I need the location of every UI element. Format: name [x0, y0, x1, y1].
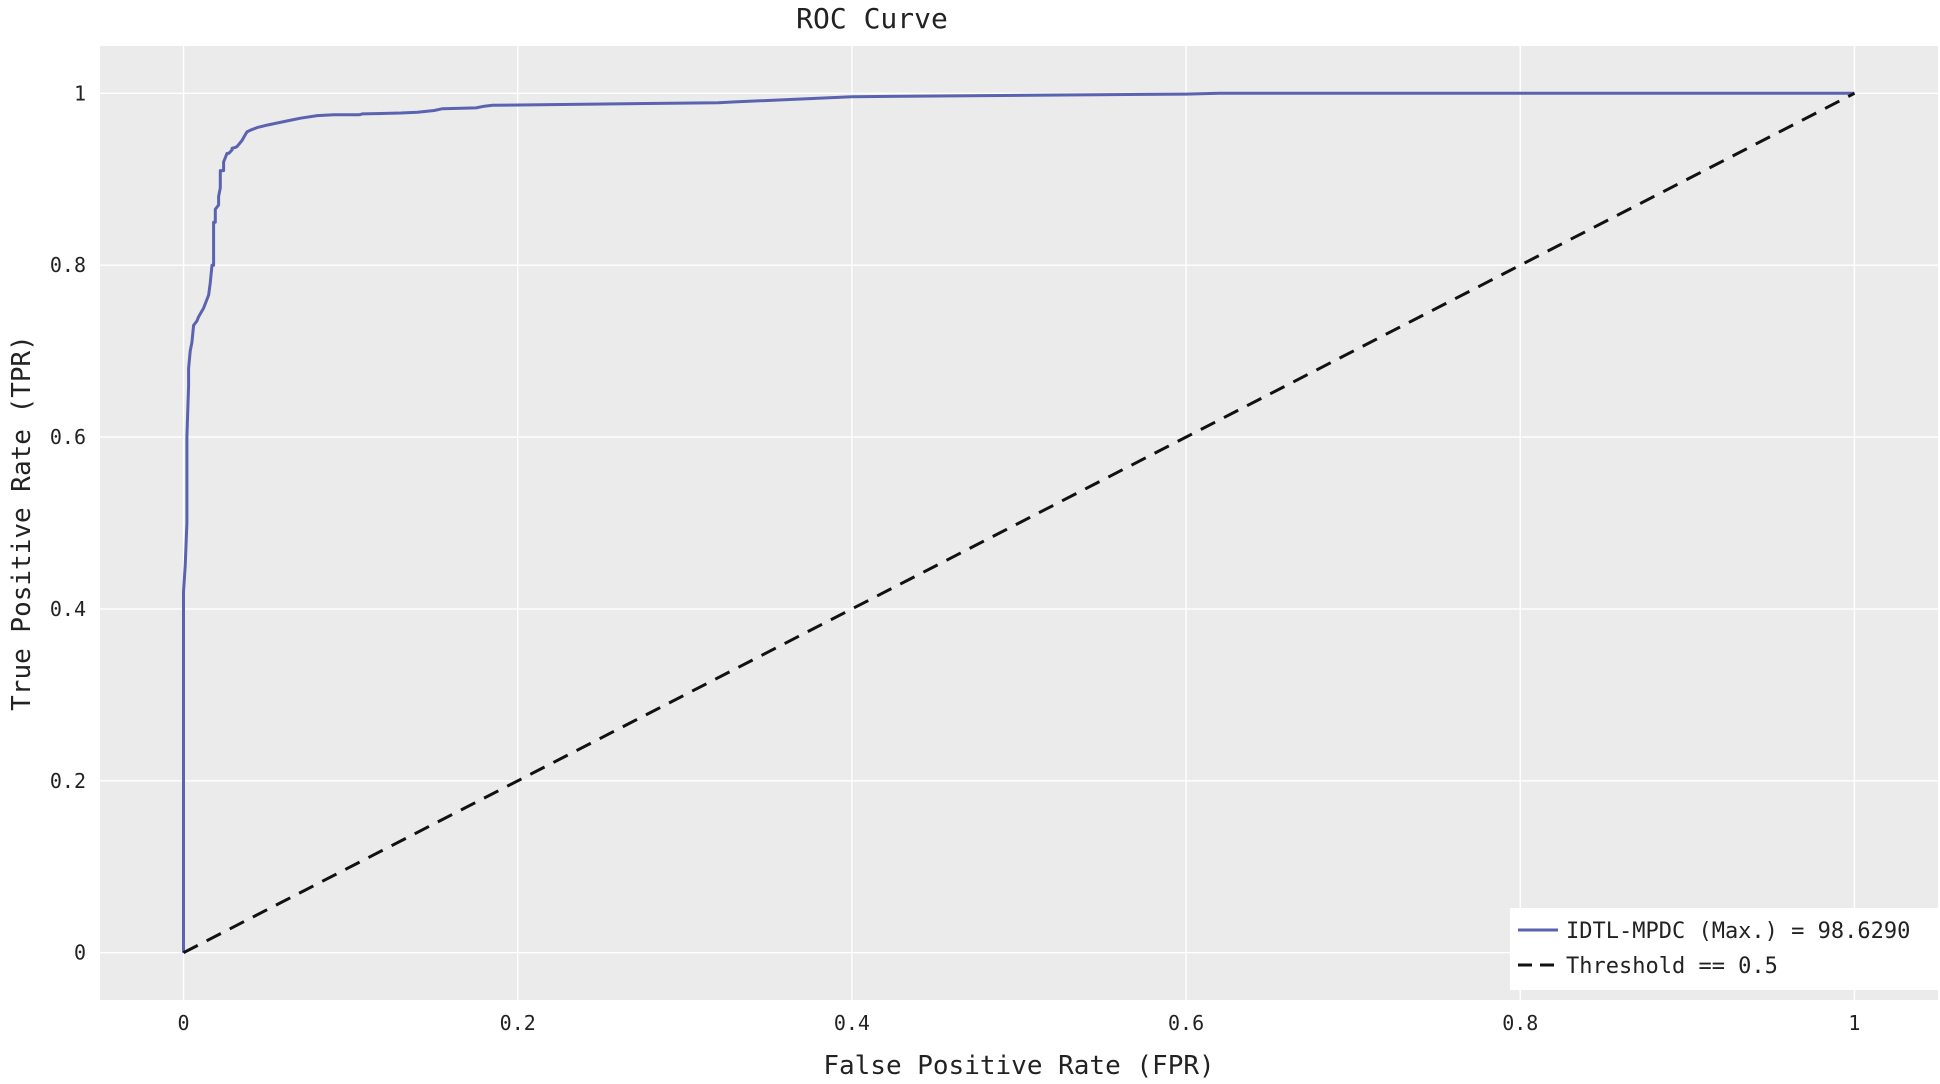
y-tick-label: 0.2 [50, 769, 86, 793]
y-tick-label: 1 [74, 81, 86, 105]
x-tick-label: 0.4 [834, 1011, 870, 1035]
y-tick-label: 0.6 [50, 425, 86, 449]
series-layer [182, 91, 1856, 955]
x-axis-title: False Positive Rate (FPR) [823, 1051, 1214, 1081]
y-tick-label: 0.4 [50, 597, 86, 621]
y-tick-label: 0.8 [50, 253, 86, 277]
x-axis-ticks: 0 0.2 0.4 0.6 0.8 1 [178, 1011, 1861, 1035]
x-tick-label: 0.8 [1502, 1011, 1538, 1035]
x-tick-label: 0.2 [500, 1011, 536, 1035]
x-tick-label: 0.6 [1168, 1011, 1204, 1035]
y-axis-title: True Positive Rate (TPR) [7, 335, 37, 711]
x-tick-label: 0 [178, 1011, 190, 1035]
y-tick-label: 0 [74, 941, 86, 965]
chart-title: ROC Curve [796, 2, 948, 35]
legend: IDTL-MPDC (Max.) = 98.6290 Threshold == … [1510, 908, 1938, 990]
roc-curve-line [182, 91, 1855, 953]
legend-box [1510, 908, 1938, 990]
legend-label-roc: IDTL-MPDC (Max.) = 98.6290 [1566, 919, 1910, 944]
threshold-line [182, 91, 1856, 955]
x-tick-label: 1 [1848, 1011, 1860, 1035]
y-axis-ticks: 0 0.2 0.4 0.6 0.8 1 [50, 81, 86, 964]
legend-label-threshold: Threshold == 0.5 [1566, 954, 1778, 979]
